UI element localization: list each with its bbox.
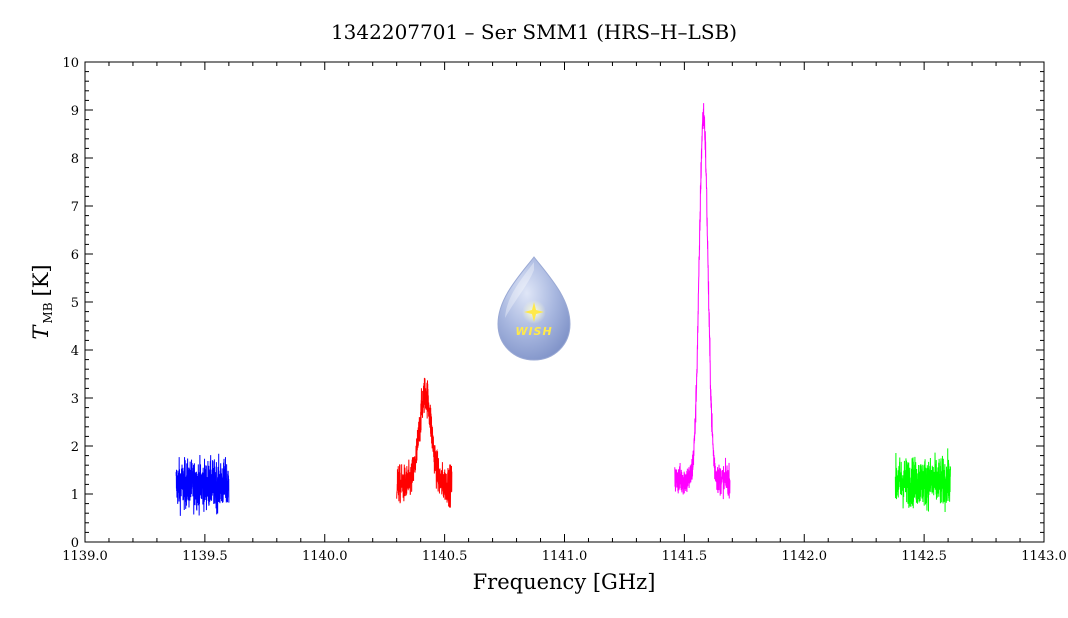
plot-frame	[84, 61, 1045, 543]
y-tick-label: 8	[71, 152, 79, 167]
y-tick-label: 10	[62, 56, 79, 71]
spectrum-series-4	[894, 448, 951, 513]
y-tick-label: 6	[71, 248, 79, 263]
x-axis-title: Frequency [GHz]	[473, 570, 656, 594]
x-tick-label: 1139.5	[182, 549, 228, 564]
y-tick-label: 0	[71, 536, 79, 551]
y-tick-label: 7	[71, 200, 79, 215]
y-tick-label: 9	[71, 104, 79, 119]
y-tick-label: 2	[71, 440, 79, 455]
y-axis-symbol: T	[29, 324, 53, 340]
x-tick-label: 1141.0	[542, 549, 588, 564]
spectrum-series-3	[674, 103, 731, 500]
x-tick-label: 1141.5	[662, 549, 708, 564]
x-tick-label: 1142.0	[782, 549, 828, 564]
x-tick-label: 1143.0	[1021, 549, 1067, 564]
svg-text:TMB[K]: TMB [K]	[29, 264, 55, 339]
x-tick-label: 1142.5	[901, 549, 947, 564]
y-tick-label: 1	[71, 488, 79, 503]
y-tick-label: 4	[71, 344, 79, 359]
x-tick-label: 1140.0	[302, 549, 348, 564]
axis-ticks: 1139.0 1139.5 1140.0 1140.5 1141.0 1141.5 1142…	[62, 56, 1067, 564]
y-tick-label: 5	[71, 296, 79, 311]
x-tick-label: 1139.0	[62, 549, 108, 564]
wish-logo: WISH	[497, 256, 571, 361]
series-layer	[175, 103, 951, 516]
spectrum-series-1	[175, 453, 230, 516]
y-tick-label: 3	[71, 392, 79, 407]
y-axis-subscript: MB	[41, 302, 55, 323]
chart-title: 1342207701 – Ser SMM1 (HRS–H–LSB)	[331, 20, 737, 44]
y-axis-unit: [K]	[29, 264, 53, 296]
spectrum-series-2	[396, 377, 453, 508]
logo-text: WISH	[515, 325, 552, 338]
y-axis-title: TMB [K]	[29, 264, 55, 339]
x-tick-label: 1140.5	[422, 549, 468, 564]
